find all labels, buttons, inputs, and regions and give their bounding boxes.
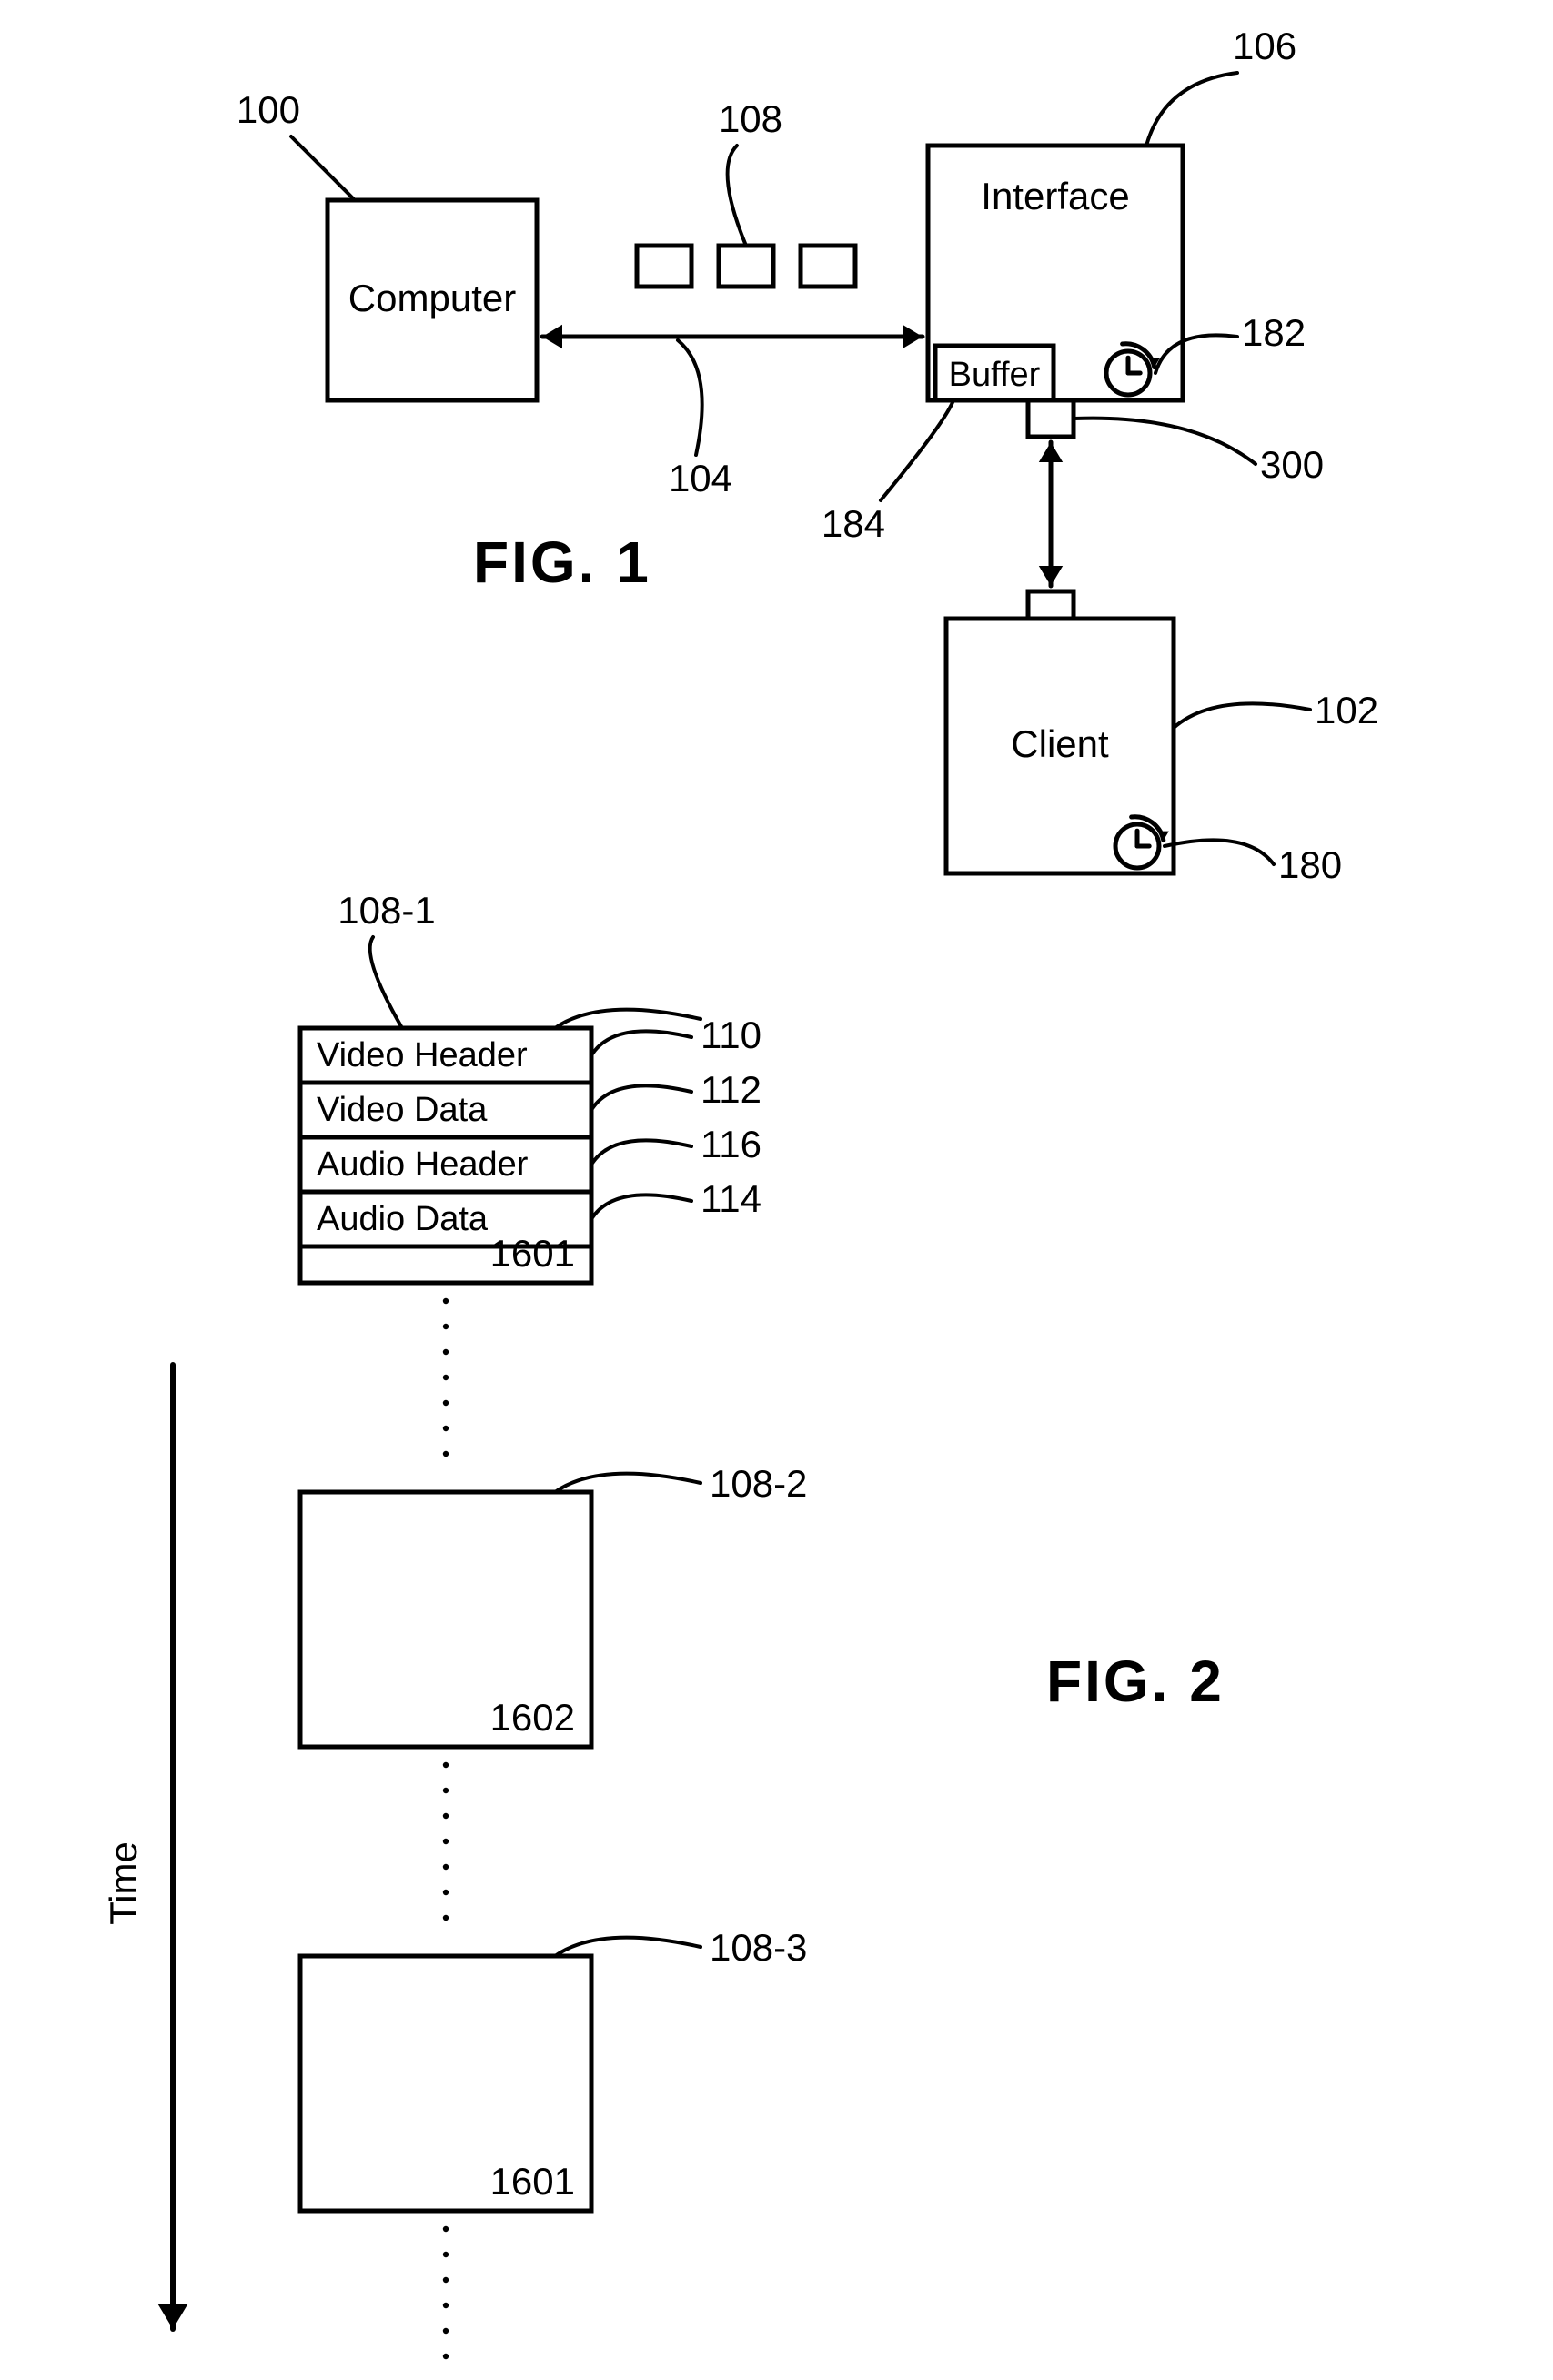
row-label: Audio Data bbox=[317, 1200, 489, 1238]
ref-182: 182 bbox=[1242, 311, 1306, 354]
time-axis-label: Time bbox=[102, 1841, 145, 1925]
row-label: Video Header bbox=[317, 1036, 528, 1074]
ref-106: 106 bbox=[1233, 25, 1296, 67]
ref-112: 112 bbox=[701, 1068, 761, 1111]
ref-184: 184 bbox=[822, 502, 885, 545]
fig2-title: FIG. 2 bbox=[1046, 1649, 1225, 1714]
ref-108-1: 108-1 bbox=[338, 889, 435, 932]
packet-footer: 1602 bbox=[490, 1696, 575, 1739]
client-port bbox=[1028, 591, 1074, 619]
interface-port bbox=[1028, 400, 1074, 437]
ref-110: 110 bbox=[701, 1014, 761, 1056]
row-label: Audio Header bbox=[317, 1145, 529, 1184]
fig1-title: FIG. 1 bbox=[473, 529, 651, 595]
computer-label: Computer bbox=[348, 277, 516, 319]
ref-116: 116 bbox=[701, 1123, 761, 1165]
ref-300: 300 bbox=[1260, 443, 1324, 486]
packet-box bbox=[637, 246, 691, 287]
row-label: Video Data bbox=[317, 1091, 488, 1129]
ref-104: 104 bbox=[669, 457, 732, 499]
ref-108: 108 bbox=[719, 97, 782, 140]
ref-100: 100 bbox=[237, 88, 300, 131]
interface-label: Interface bbox=[981, 175, 1129, 217]
packet-footer: 1601 bbox=[490, 2160, 575, 2203]
buffer-label: Buffer bbox=[949, 356, 1041, 394]
packet-footer: 1601 bbox=[490, 1232, 575, 1275]
client-label: Client bbox=[1011, 722, 1109, 765]
ref-108-3: 108-3 bbox=[710, 1926, 807, 1969]
ref-102: 102 bbox=[1315, 689, 1378, 731]
packet-box bbox=[719, 246, 773, 287]
ref-108-2: 108-2 bbox=[710, 1462, 807, 1505]
ref-180: 180 bbox=[1278, 843, 1342, 886]
ref-114: 114 bbox=[701, 1177, 761, 1220]
packet-box bbox=[801, 246, 855, 287]
